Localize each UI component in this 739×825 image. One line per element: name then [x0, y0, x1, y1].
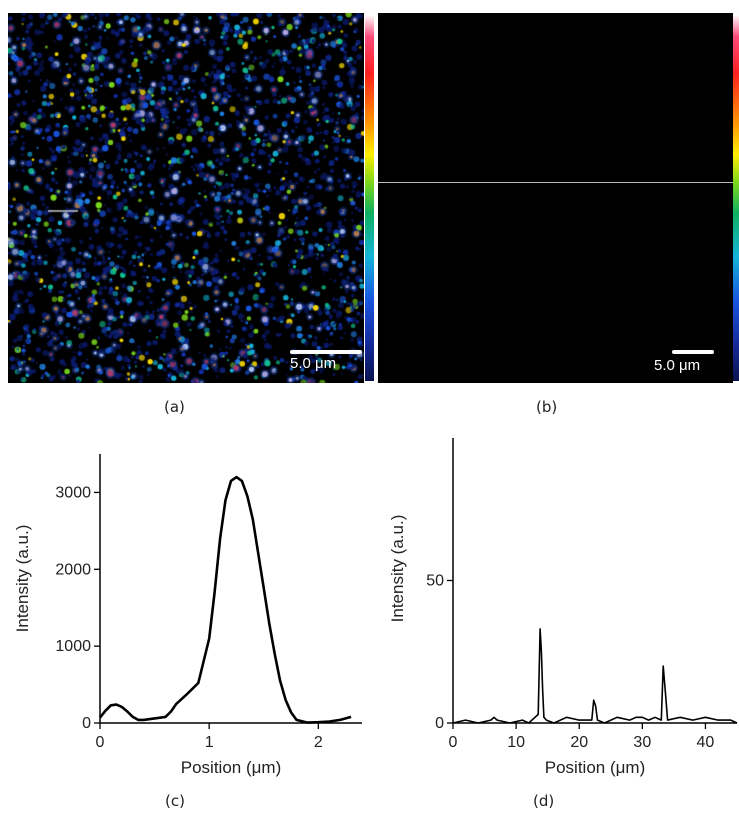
- caption-d: (d): [533, 792, 555, 810]
- x-tick-label-0: 0: [449, 734, 458, 751]
- x-tick-label-1: 10: [507, 734, 525, 751]
- y-tick-label-1: 1000: [55, 638, 91, 655]
- y-axis-label: Intensity (a.u.): [388, 515, 407, 623]
- micrograph-a-image: [8, 13, 364, 383]
- y-tick-label-3: 3000: [55, 484, 91, 501]
- micrograph-b: 5.0 μm: [378, 13, 733, 383]
- scalebar-a-line: [290, 350, 362, 354]
- scalebar-a-label: 5.0 μm: [290, 355, 337, 372]
- x-axis-label: Position (μm): [181, 758, 281, 777]
- x-axis-label: Position (μm): [545, 758, 645, 777]
- colorbar-b: [733, 15, 739, 381]
- y-axis-label: Intensity (a.u.): [13, 525, 32, 633]
- scalebar-b-label: 5.0 μm: [654, 357, 701, 374]
- x-tick-label-3: 30: [633, 734, 651, 751]
- colorbar-a: [365, 15, 374, 381]
- caption-b: (b): [536, 398, 558, 416]
- y-tick-label-2: 2000: [55, 561, 91, 578]
- x-tick-label-2: 20: [570, 734, 588, 751]
- caption-c: (c): [165, 792, 185, 810]
- micrograph-a: 5.0 μm: [8, 13, 364, 383]
- chart-d: 0 10 20 30 40 0 50 Position (μm) Intensity (a.u.…: [388, 438, 738, 777]
- x-tick-label-1: 1: [205, 734, 214, 751]
- series-line-0: [452, 628, 738, 724]
- series-line-0: [98, 475, 352, 724]
- x-tick-label-2: 2: [314, 734, 323, 751]
- line-profile-b: [378, 182, 733, 183]
- caption-a: (a): [164, 398, 185, 416]
- y-tick-label-1: 50: [426, 573, 444, 590]
- chart-c: 0 1 2 0 1000 2000 3000 Position (μm) Intensity (…: [13, 454, 362, 777]
- scalebar-b-line: [672, 350, 714, 354]
- x-tick-label-0: 0: [96, 734, 105, 751]
- y-tick-label-0: 0: [82, 715, 91, 732]
- y-tick-label-0: 0: [435, 715, 444, 732]
- x-tick-label-4: 40: [697, 734, 715, 751]
